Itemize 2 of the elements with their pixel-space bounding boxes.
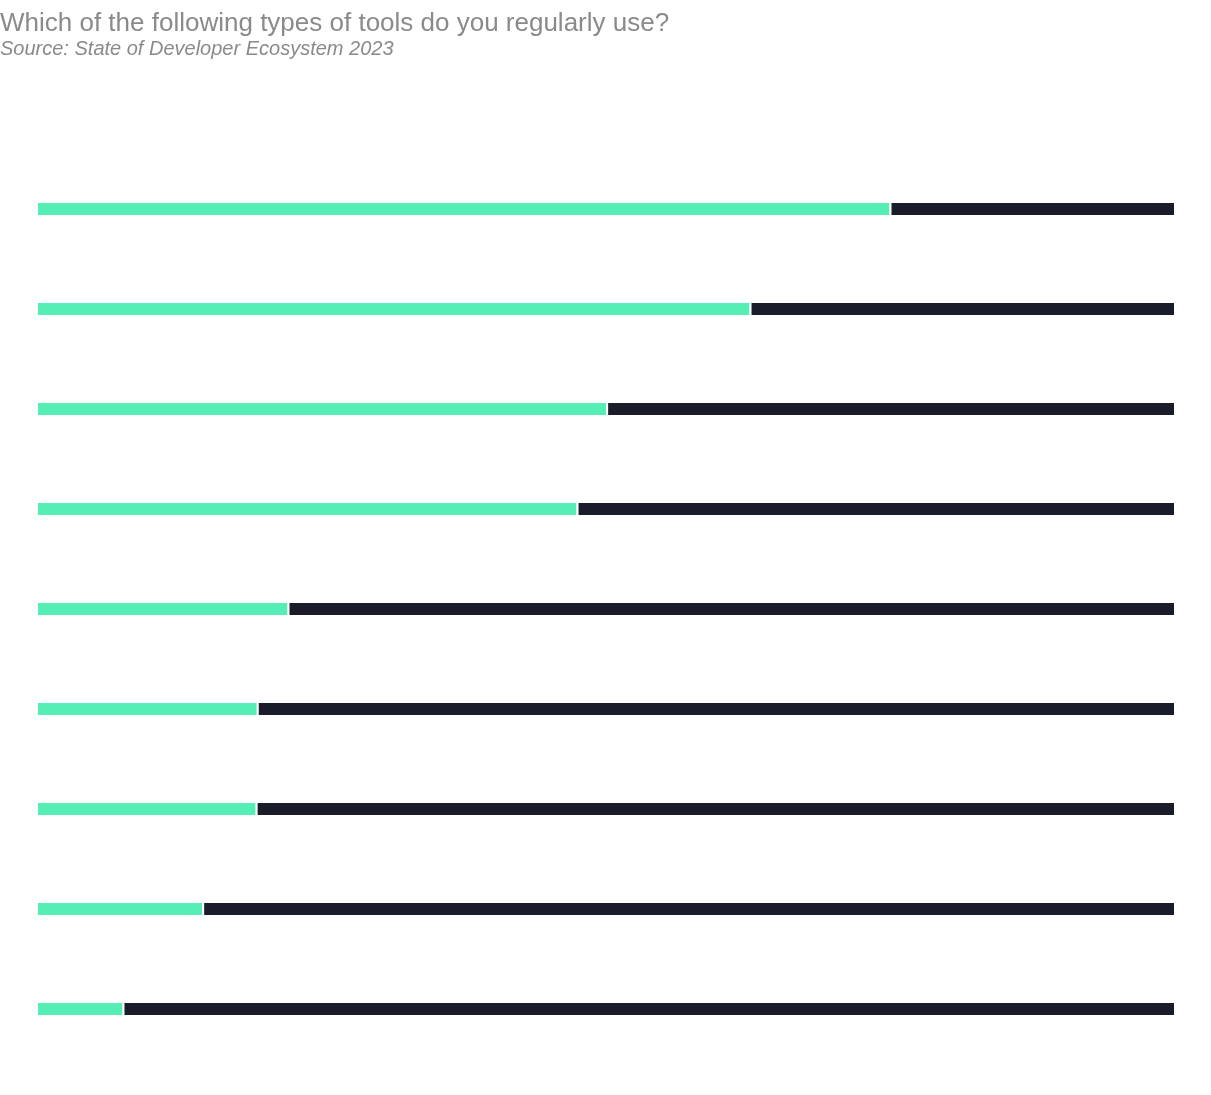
chart-subtitle: Source: State of Developer Ecosystem 2023 — [0, 37, 394, 59]
chart-title: Which of the following types of tools do you regularly use? — [0, 7, 670, 37]
